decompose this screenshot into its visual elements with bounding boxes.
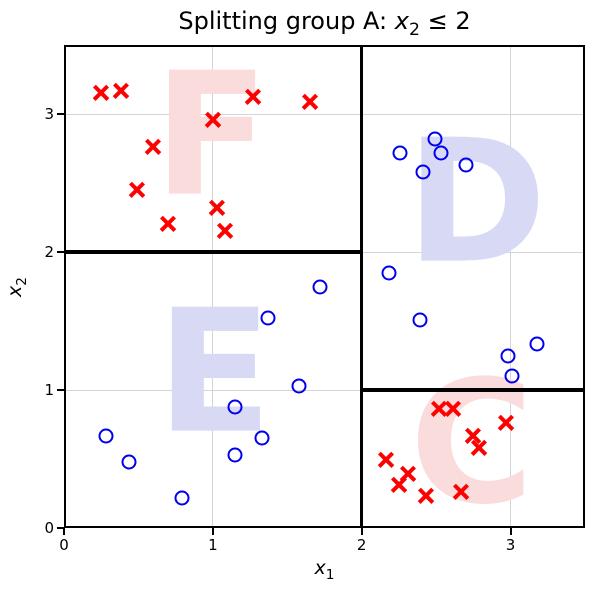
x-tick-label: 1 (208, 536, 218, 554)
circle-marker (427, 131, 443, 147)
x-marker (470, 439, 488, 457)
region-label-F: F (153, 36, 270, 235)
circle-marker (529, 336, 545, 352)
split-line-vertical (359, 45, 364, 528)
x-axis-label: x1 (64, 557, 585, 583)
circle-marker (121, 454, 137, 470)
x-marker (128, 181, 146, 199)
gridline-vertical (212, 45, 214, 528)
x-tick-mark (360, 528, 363, 535)
x-marker (112, 82, 130, 100)
y-tick-label: 0 (44, 519, 54, 537)
circle-marker (174, 490, 190, 506)
circle-marker (98, 428, 114, 444)
x-tick-mark (509, 528, 512, 535)
y-tick-label: 1 (44, 381, 54, 399)
y-tick-mark (57, 527, 64, 529)
y-tick-mark (57, 389, 64, 391)
circle-marker (415, 164, 431, 180)
y-tick-mark (57, 251, 64, 253)
split-line-horizontal (64, 250, 362, 254)
gridline-horizontal (64, 389, 585, 391)
y-axis-subscript: 2 (13, 277, 30, 286)
x-axis-variable: x (314, 557, 326, 579)
plot-title-variable: x (394, 7, 409, 35)
x-axis-subscript: 1 (325, 566, 335, 583)
plot-title-subscript: 2 (408, 19, 420, 40)
circle-marker (254, 430, 270, 446)
circle-marker (504, 368, 520, 384)
circle-marker (312, 279, 328, 294)
gridline-horizontal (64, 113, 585, 115)
x-tick-label: 3 (505, 536, 516, 554)
x-tick-mark (211, 528, 214, 535)
x-marker (377, 451, 395, 469)
circle-marker (433, 145, 449, 161)
x-marker (159, 215, 177, 233)
x-marker (452, 483, 470, 501)
x-tick-label: 2 (356, 536, 367, 554)
x-marker (92, 84, 110, 102)
x-marker (204, 111, 222, 129)
circle-marker (227, 447, 243, 463)
region-label-D: D (405, 104, 547, 303)
plot-title-text: Splitting group A: (178, 7, 395, 35)
x-marker (301, 93, 319, 111)
circle-marker (260, 310, 276, 326)
x-marker (208, 199, 226, 217)
x-marker (244, 88, 262, 106)
plot-title-condition: ≤ 2 (419, 7, 471, 35)
y-axis-variable: x (4, 285, 27, 297)
circle-marker (392, 145, 408, 161)
circle-marker (381, 265, 396, 281)
x-marker (144, 138, 162, 156)
circle-marker (291, 378, 307, 394)
y-tick-label: 3 (44, 105, 54, 123)
split-line-horizontal (361, 388, 585, 392)
circle-marker (458, 157, 474, 173)
x-marker (399, 465, 417, 483)
circle-marker (227, 399, 243, 415)
x-marker (444, 400, 462, 418)
x-marker (417, 487, 435, 505)
y-axis-label: x2 (4, 277, 30, 297)
x-marker (497, 414, 515, 432)
y-tick-mark (57, 113, 64, 115)
y-tick-label: 2 (44, 243, 54, 261)
x-tick-mark (63, 528, 65, 535)
circle-marker (412, 312, 428, 328)
circle-marker (500, 348, 516, 363)
plot-title: Splitting group A: x2 ≤ 2 (64, 7, 585, 44)
gridline-vertical (510, 45, 512, 528)
x-tick-label: 0 (59, 536, 69, 554)
x-marker (216, 222, 234, 240)
region-label-E: E (156, 273, 273, 472)
